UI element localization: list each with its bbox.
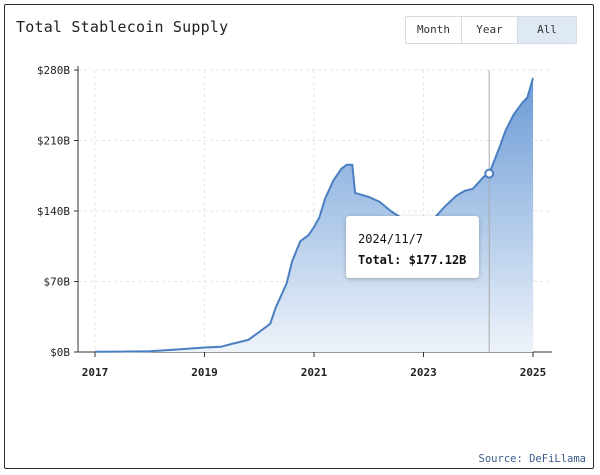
y-tick-label: $280B [37, 64, 70, 77]
tooltip-total-value: $177.12B [408, 253, 467, 267]
range-year-button[interactable]: Year [462, 17, 518, 43]
supply-area [95, 78, 533, 352]
x-tick-label: 2019 [191, 366, 218, 379]
y-tick-label: $70B [44, 276, 71, 289]
y-axis: $0B $70B $140B $210B $280B [37, 64, 79, 359]
x-axis: 2017 2019 2021 2023 2025 [78, 351, 552, 379]
y-tick-label: $0B [50, 346, 70, 359]
x-tick-label: 2021 [301, 366, 328, 379]
y-tick-label: $140B [37, 205, 70, 218]
source-credit: Source: DeFiLlama [478, 453, 586, 465]
x-tick-label: 2023 [410, 366, 437, 379]
supply-line [94, 77, 534, 353]
tooltip: 2024/11/7 Total: $177.12B [346, 216, 479, 278]
range-all-button[interactable]: All [518, 17, 576, 43]
y-tick-label: $210B [37, 135, 70, 148]
chart-title: Total Stablecoin Supply [16, 18, 229, 36]
range-selector: Month Year All [405, 16, 577, 44]
tooltip-total-label: Total: [358, 253, 402, 267]
tooltip-date: 2024/11/7 [358, 232, 424, 246]
x-tick-label: 2025 [520, 366, 547, 379]
tooltip-total: Total: $177.12B [358, 253, 466, 267]
highlight-point[interactable] [484, 168, 495, 179]
range-month-button[interactable]: Month [406, 17, 462, 43]
x-tick-label: 2017 [82, 366, 109, 379]
